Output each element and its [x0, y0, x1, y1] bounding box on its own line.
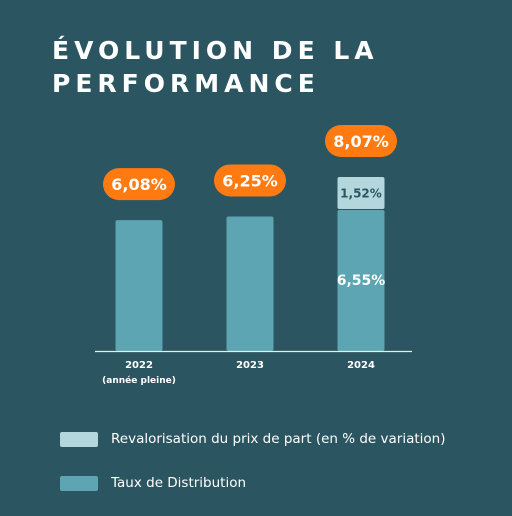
x-tick-label-2023: 2023 [236, 360, 264, 371]
chart-title-line-2: PERFORMANCE [52, 69, 320, 98]
segment-label-revalorisation-2024: 1,52% [340, 186, 382, 200]
chart-title-line-1: ÉVOLUTION DE LA [52, 36, 379, 65]
total-label-2023: 6,25% [222, 171, 278, 190]
x-tick-sublabel-2022: (année pleine) [102, 375, 176, 386]
total-badge-2023 [214, 164, 286, 197]
bar-distribution-2023 [226, 216, 274, 351]
x-tick-label-2024: 2024 [347, 360, 375, 371]
legend-item-revalorisation: Revalorisation du prix de part (en % de … [60, 428, 446, 450]
bar-revalorisation-2024 [337, 177, 385, 209]
bar-chart: 6,08% 2022 (année pleine) 6,25% 2023 8,07% 202… [95, 125, 412, 386]
bar-distribution-2024 [337, 209, 385, 351]
legend-item-distribution: Taux de Distribution [60, 472, 446, 494]
total-label-2022: 6,08% [111, 175, 167, 194]
total-badge-2024 [325, 125, 397, 157]
legend-label-revalorisation: Revalorisation du prix de part (en % de … [111, 431, 446, 447]
legend-swatch-revalorisation [60, 431, 98, 447]
x-tick-label-2022: 2022 [125, 360, 153, 371]
legend-swatch-distribution [60, 475, 98, 491]
total-badge-2022 [103, 168, 175, 201]
legend: Revalorisation du prix de part (en % de … [60, 428, 446, 516]
total-label-2024: 8,07% [333, 132, 389, 151]
bar-distribution-2022 [115, 220, 163, 351]
legend-label-distribution: Taux de Distribution [111, 475, 247, 491]
chart-title: ÉVOLUTION DE LA PERFORMANCE [52, 34, 379, 100]
segment-label-distribution-2024: 6,55% [337, 273, 386, 289]
